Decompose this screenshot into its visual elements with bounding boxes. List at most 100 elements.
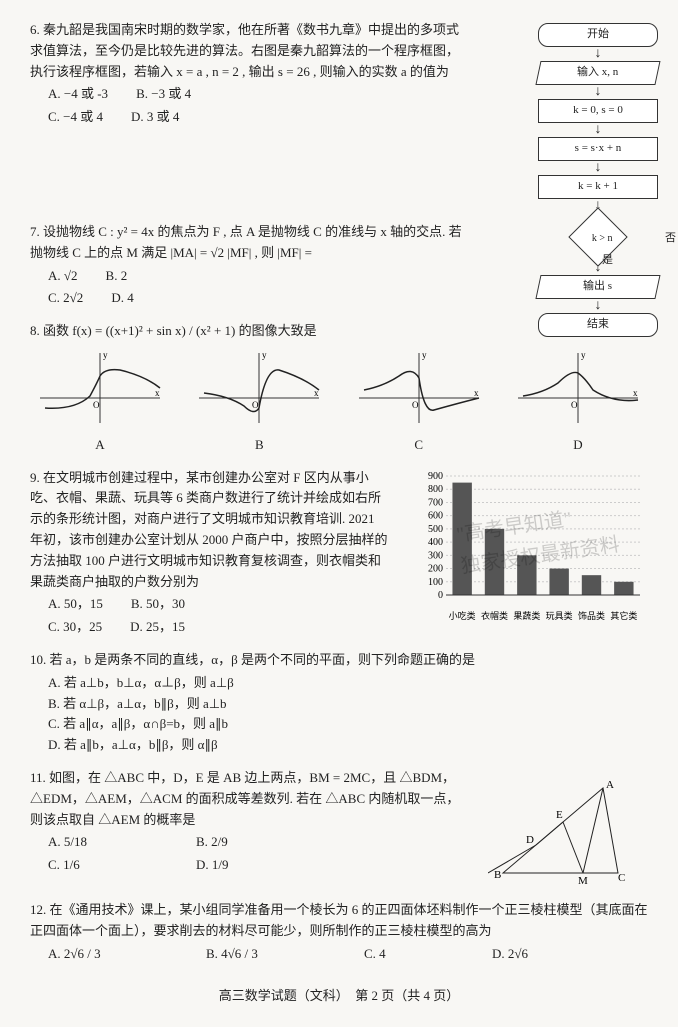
question-6: 6. 秦九韶是我国南宋时期的数学家，他在所著《数书九章》中提出的多项式求值算法，… <box>30 20 648 210</box>
svg-text:果蔬类: 果蔬类 <box>513 610 540 621</box>
q9-options: A. 50，15 B. 50，30 <box>48 594 390 615</box>
q10-a: A. 若 a⊥b，b⊥α，α⊥β，则 a⊥β <box>48 673 336 694</box>
q9-a: A. 50，15 <box>48 594 103 615</box>
svg-text:小吃类: 小吃类 <box>449 610 476 621</box>
svg-text:300: 300 <box>428 550 443 561</box>
q9-c: C. 30，25 <box>48 617 102 638</box>
svg-text:x: x <box>155 388 160 398</box>
svg-text:M: M <box>578 875 588 887</box>
q12-text: 在《通用技术》课上，某小组同学准备用一个棱长为 6 的正四面体坯料制作一个正三棱… <box>30 902 648 938</box>
fc-step1: s = s·x + n <box>538 137 658 161</box>
svg-text:B: B <box>494 869 501 881</box>
svg-text:O: O <box>412 400 419 410</box>
svg-text:200: 200 <box>428 563 443 574</box>
q7-d: D. 4 <box>111 288 133 309</box>
graph-b-label: B <box>189 435 329 456</box>
fc-init: k = 0, s = 0 <box>538 99 658 123</box>
q11-options-2: C. 1/6 D. 1/9 <box>48 855 460 876</box>
svg-text:x: x <box>474 388 479 398</box>
q12-options: A. 2√6 / 3 B. 4√6 / 3 C. 4 D. 2√6 <box>48 944 648 965</box>
fc-out: 输出 s <box>535 275 660 299</box>
triangle-figure: A B C D E M <box>488 778 628 895</box>
q8-num: 8. <box>30 323 40 338</box>
svg-text:x: x <box>633 388 638 398</box>
q10-d: D. 若 a∥b，a⊥α，b∥β，则 α∥β <box>48 735 336 756</box>
q7-num: 7. <box>30 224 40 239</box>
q10-b: B. 若 α⊥β，a⊥α，b∥β，则 a⊥b <box>48 694 336 715</box>
q12-b: B. 4√6 / 3 <box>206 944 336 965</box>
q11-text: 如图，在 △ABC 中，D，E 是 AB 边上两点，BM = 2MC，且 △BD… <box>30 770 459 827</box>
q12-a: A. 2√6 / 3 <box>48 944 178 965</box>
q9-num: 9. <box>30 470 40 485</box>
q9-b: B. 50，30 <box>131 594 185 615</box>
question-7: 7. 设抛物线 C : y² = 4x 的焦点为 F , 点 A 是抛物线 C … <box>30 222 470 309</box>
svg-text:400: 400 <box>428 537 443 548</box>
fc-no: 否 <box>665 230 676 248</box>
graph-d-label: D <box>508 435 648 456</box>
svg-text:O: O <box>571 400 578 410</box>
svg-text:y: y <box>103 350 108 360</box>
q6-c: C. −4 或 4 <box>48 107 103 128</box>
graph-a: xyO A <box>30 348 170 456</box>
q11-a: A. 5/18 <box>48 832 168 853</box>
fc-input: 输入 x, n <box>535 61 660 85</box>
fc-yes: 是 <box>602 252 613 270</box>
arrow-down-icon: ↓ <box>538 302 658 310</box>
q12-d: D. 2√6 <box>492 944 592 965</box>
graph-d: x y O D <box>508 348 648 456</box>
q7-options-2: C. 2√2 D. 4 <box>48 288 470 309</box>
bar-chart: 0100200300400500600700800900小吃类衣帽类果蔬类玩具类… <box>418 468 648 630</box>
svg-text:C: C <box>618 872 625 884</box>
svg-text:A: A <box>606 779 614 791</box>
flowchart: 开始 ↓ 输入 x, n ↓ k = 0, s = 0 ↓ s = s·x + … <box>538 20 658 340</box>
arrow-down-icon: ↓ <box>538 164 658 172</box>
svg-text:玩具类: 玩具类 <box>546 610 573 621</box>
svg-text:800: 800 <box>428 484 443 495</box>
q7-options: A. √2 B. 2 <box>48 266 470 287</box>
q11-c: C. 1/6 <box>48 855 168 876</box>
q11-num: 11. <box>30 770 46 785</box>
q6-d: D. 3 或 4 <box>131 107 179 128</box>
svg-text:900: 900 <box>428 471 443 482</box>
svg-text:y: y <box>581 350 586 360</box>
q12-num: 12. <box>30 902 46 917</box>
svg-text:E: E <box>556 809 563 821</box>
q9-options-2: C. 30，25 D. 25，15 <box>48 617 390 638</box>
q7-b: B. 2 <box>106 266 128 287</box>
svg-text:其它类: 其它类 <box>610 610 637 621</box>
q11-b: B. 2/9 <box>196 832 316 853</box>
q6-options: A. −4 或 -3 B. −3 或 4 <box>48 84 470 105</box>
q10-num: 10. <box>30 652 46 667</box>
svg-text:y: y <box>422 350 427 360</box>
q7-c: C. 2√2 <box>48 288 83 309</box>
q6-num: 6. <box>30 22 40 37</box>
question-11: 11. 如图，在 △ABC 中，D，E 是 AB 边上两点，BM = 2MC，且… <box>30 768 648 888</box>
graph-c: x y O C <box>349 348 489 456</box>
q6-options-2: C. −4 或 4 D. 3 或 4 <box>48 107 470 128</box>
q10-options: A. 若 a⊥b，b⊥α，α⊥β，则 a⊥β B. 若 α⊥β，a⊥α，b∥β，… <box>48 673 648 756</box>
q7-text: 设抛物线 C : y² = 4x 的焦点为 F , 点 A 是抛物线 C 的准线… <box>30 224 462 260</box>
q8-graphs: xyO A xyO B xyO C xyO D <box>30 348 648 456</box>
fc-cond: k > n <box>568 207 627 266</box>
q9-d: D. 25，15 <box>130 617 185 638</box>
q6-text: 秦九韶是我国南宋时期的数学家，他在所著《数书九章》中提出的多项式求值算法，至今仍… <box>30 22 459 79</box>
svg-text:500: 500 <box>428 523 443 534</box>
question-12: 12. 在《通用技术》课上，某小组同学准备用一个棱长为 6 的正四面体坯料制作一… <box>30 900 648 964</box>
q6-b: B. −3 或 4 <box>136 84 191 105</box>
q10-c: C. 若 a∥α，a∥β，α∩β=b，则 a∥b <box>48 714 336 735</box>
q11-options: A. 5/18 B. 2/9 <box>48 832 460 853</box>
q8-text: 函数 f(x) = ((x+1)² + sin x) / (x² + 1) 的图… <box>43 323 317 338</box>
q7-a: A. √2 <box>48 266 78 287</box>
question-8: 8. 函数 f(x) = ((x+1)² + sin x) / (x² + 1)… <box>30 321 648 455</box>
arrow-down-icon: ↓ <box>538 88 658 96</box>
svg-text:0: 0 <box>438 590 443 601</box>
svg-text:600: 600 <box>428 510 443 521</box>
fc-start: 开始 <box>538 23 658 47</box>
graph-c-label: C <box>349 435 489 456</box>
q6-a: A. −4 或 -3 <box>48 84 108 105</box>
svg-text:y: y <box>262 350 267 360</box>
svg-text:100: 100 <box>428 576 443 587</box>
q9-text: 在文明城市创建过程中，某市创建办公室对 F 区内从事小吃、衣帽、果蔬、玩具等 6… <box>30 470 388 589</box>
question-9: 9. 在文明城市创建过程中，某市创建办公室对 F 区内从事小吃、衣帽、果蔬、玩具… <box>30 468 648 638</box>
graph-b: xyO B <box>189 348 329 456</box>
